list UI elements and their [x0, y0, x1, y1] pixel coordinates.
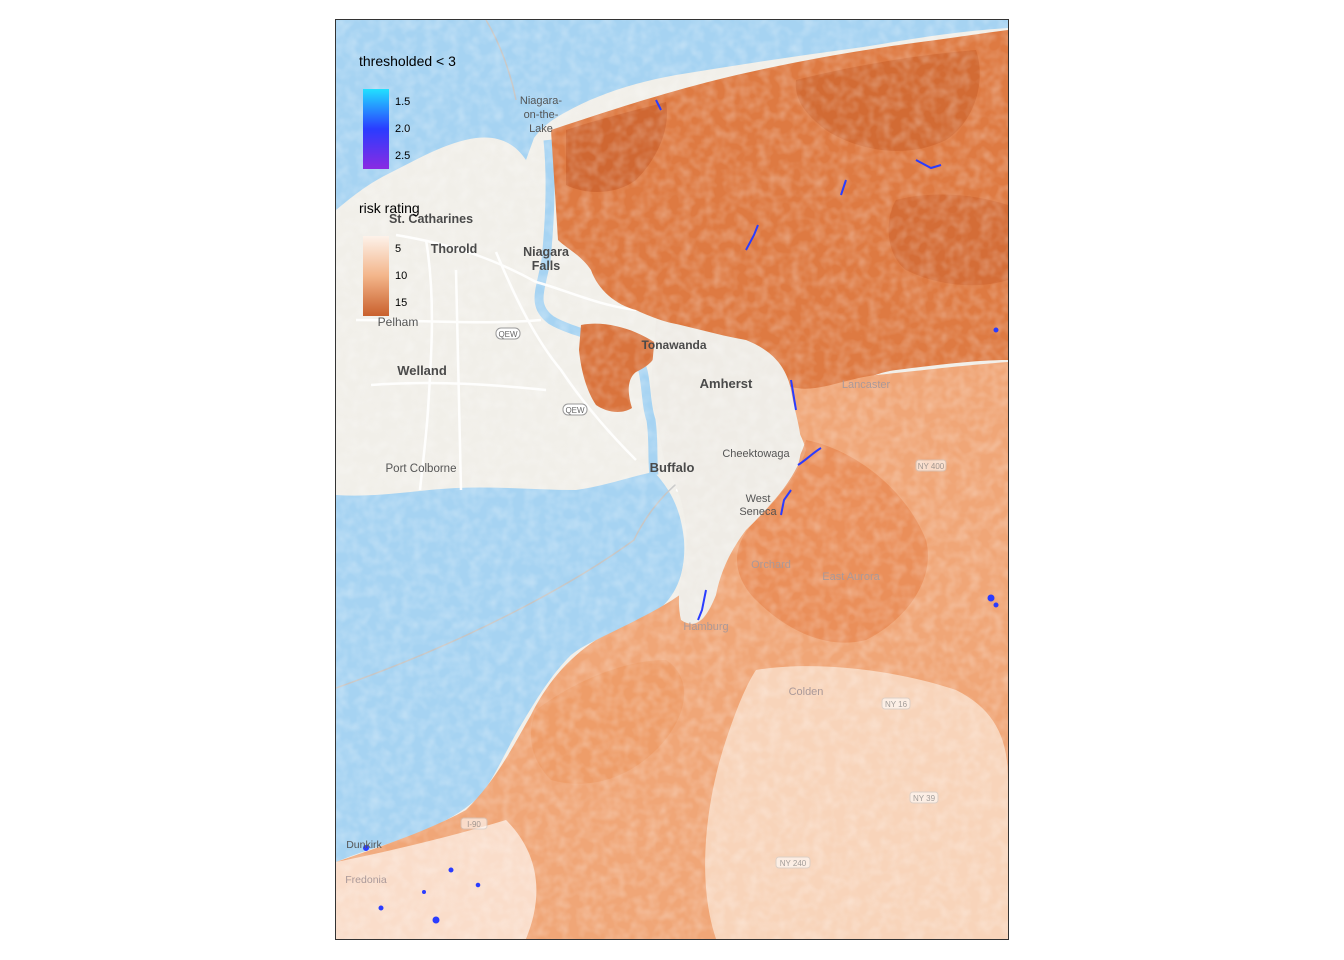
shield-ny400: NY 400	[918, 462, 945, 471]
label-port-colborne: Port Colborne	[386, 463, 457, 475]
map-canvas[interactable]: Niagara- on-the- Lake St. Catharines Tho…	[336, 20, 1008, 939]
label-pelham: Pelham	[378, 315, 419, 329]
label-west-seneca-2: Seneca	[739, 506, 777, 518]
threshold-flags	[363, 99, 999, 924]
legend-risk-colorbar	[363, 236, 389, 316]
label-amherst: Amherst	[700, 376, 753, 391]
shield-ny39: NY 39	[913, 794, 936, 803]
label-thorold: Thorold	[431, 242, 478, 256]
label-welland: Welland	[397, 363, 447, 378]
map-frame[interactable]: Niagara- on-the- Lake St. Catharines Tho…	[335, 19, 1009, 940]
legend-threshold-tick-3: 2.5	[395, 150, 411, 162]
label-buffalo: Buffalo	[650, 460, 695, 475]
legend-risk-tick-2: 10	[395, 270, 408, 282]
legend-threshold-tick-1: 1.5	[395, 96, 411, 108]
legend-threshold-title: thresholded < 3	[359, 53, 456, 69]
legend-risk-tick-3: 15	[395, 297, 408, 309]
label-orchard-park: Orchard	[751, 559, 791, 571]
label-niagara-on-the-lake-2: on-the-	[524, 109, 559, 121]
shield-qew-2: QEW	[565, 406, 585, 415]
label-cheektowaga: Cheektowaga	[722, 448, 790, 460]
label-lancaster: Lancaster	[842, 379, 891, 391]
label-tonawanda: Tonawanda	[641, 338, 706, 352]
legend-threshold-colorbar	[363, 89, 389, 169]
label-niagara-falls-2: Falls	[532, 259, 561, 273]
label-fredonia: Fredonia	[345, 874, 387, 886]
highway-shields: QEW QEW NY 400 NY 16 NY 39 NY 240 I-90	[460, 327, 947, 869]
legend-threshold-tick-2: 2.0	[395, 123, 411, 135]
label-hamburg: Hamburg	[683, 621, 728, 633]
raster-texture	[336, 20, 1008, 939]
label-colden: Colden	[789, 686, 824, 698]
shield-ny240: NY 240	[780, 859, 807, 868]
label-niagara-falls-1: Niagara	[523, 245, 570, 259]
shield-qew-1: QEW	[498, 330, 518, 339]
label-niagara-on-the-lake-3: Lake	[529, 123, 553, 135]
label-west-seneca-1: West	[746, 493, 771, 505]
label-niagara-on-the-lake-1: Niagara-	[520, 95, 563, 107]
place-labels: Niagara- on-the- Lake St. Catharines Tho…	[345, 95, 890, 886]
label-dunkirk: Dunkirk	[346, 839, 382, 851]
label-st-catharines: St. Catharines	[389, 212, 473, 226]
legend-risk-title: risk rating	[359, 200, 420, 216]
label-east-aurora: East Aurora	[822, 571, 880, 583]
shield-ny16: NY 16	[885, 700, 908, 709]
legend-risk-tick-1: 5	[395, 243, 402, 255]
shield-i90: I-90	[467, 820, 481, 829]
